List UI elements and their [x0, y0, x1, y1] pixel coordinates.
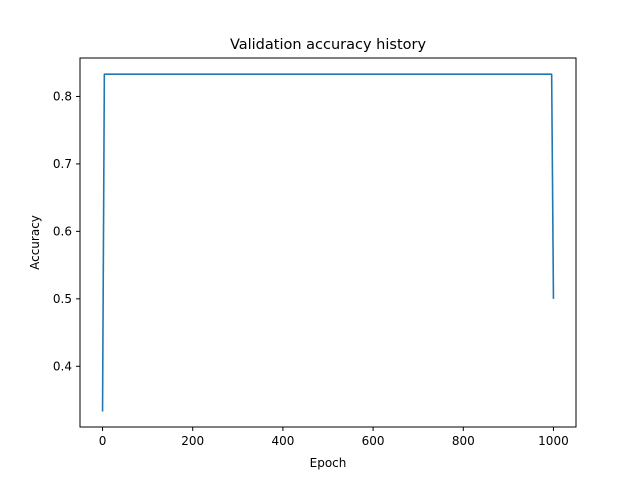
x-tick-label: 1000 [538, 434, 569, 448]
series-layer [101, 73, 555, 412]
y-tick-label: 0.8 [53, 89, 72, 103]
y-tick-label: 0.5 [53, 292, 72, 306]
x-tick-label: 0 [99, 434, 107, 448]
y-axis-label: Accuracy [28, 215, 42, 270]
axes-frame [79, 57, 577, 428]
y-axis-ticks: 0.4 0.5 0.6 0.7 0.8 [53, 89, 80, 373]
y-tick-label: 0.4 [53, 359, 72, 373]
x-axis-ticks: 0 200 400 600 800 1000 [99, 427, 569, 448]
plot-area [80, 58, 576, 427]
y-tick-label: 0.7 [53, 157, 72, 171]
x-tick-label: 600 [362, 434, 385, 448]
y-tick-label: 0.6 [53, 224, 72, 238]
x-tick-label: 400 [271, 434, 294, 448]
x-tick-label: 800 [452, 434, 475, 448]
accuracy-series-line [101, 73, 555, 412]
chart-title: Validation accuracy history [230, 37, 427, 53]
x-axis-label: Epoch [310, 456, 347, 470]
x-tick-label: 200 [181, 434, 204, 448]
